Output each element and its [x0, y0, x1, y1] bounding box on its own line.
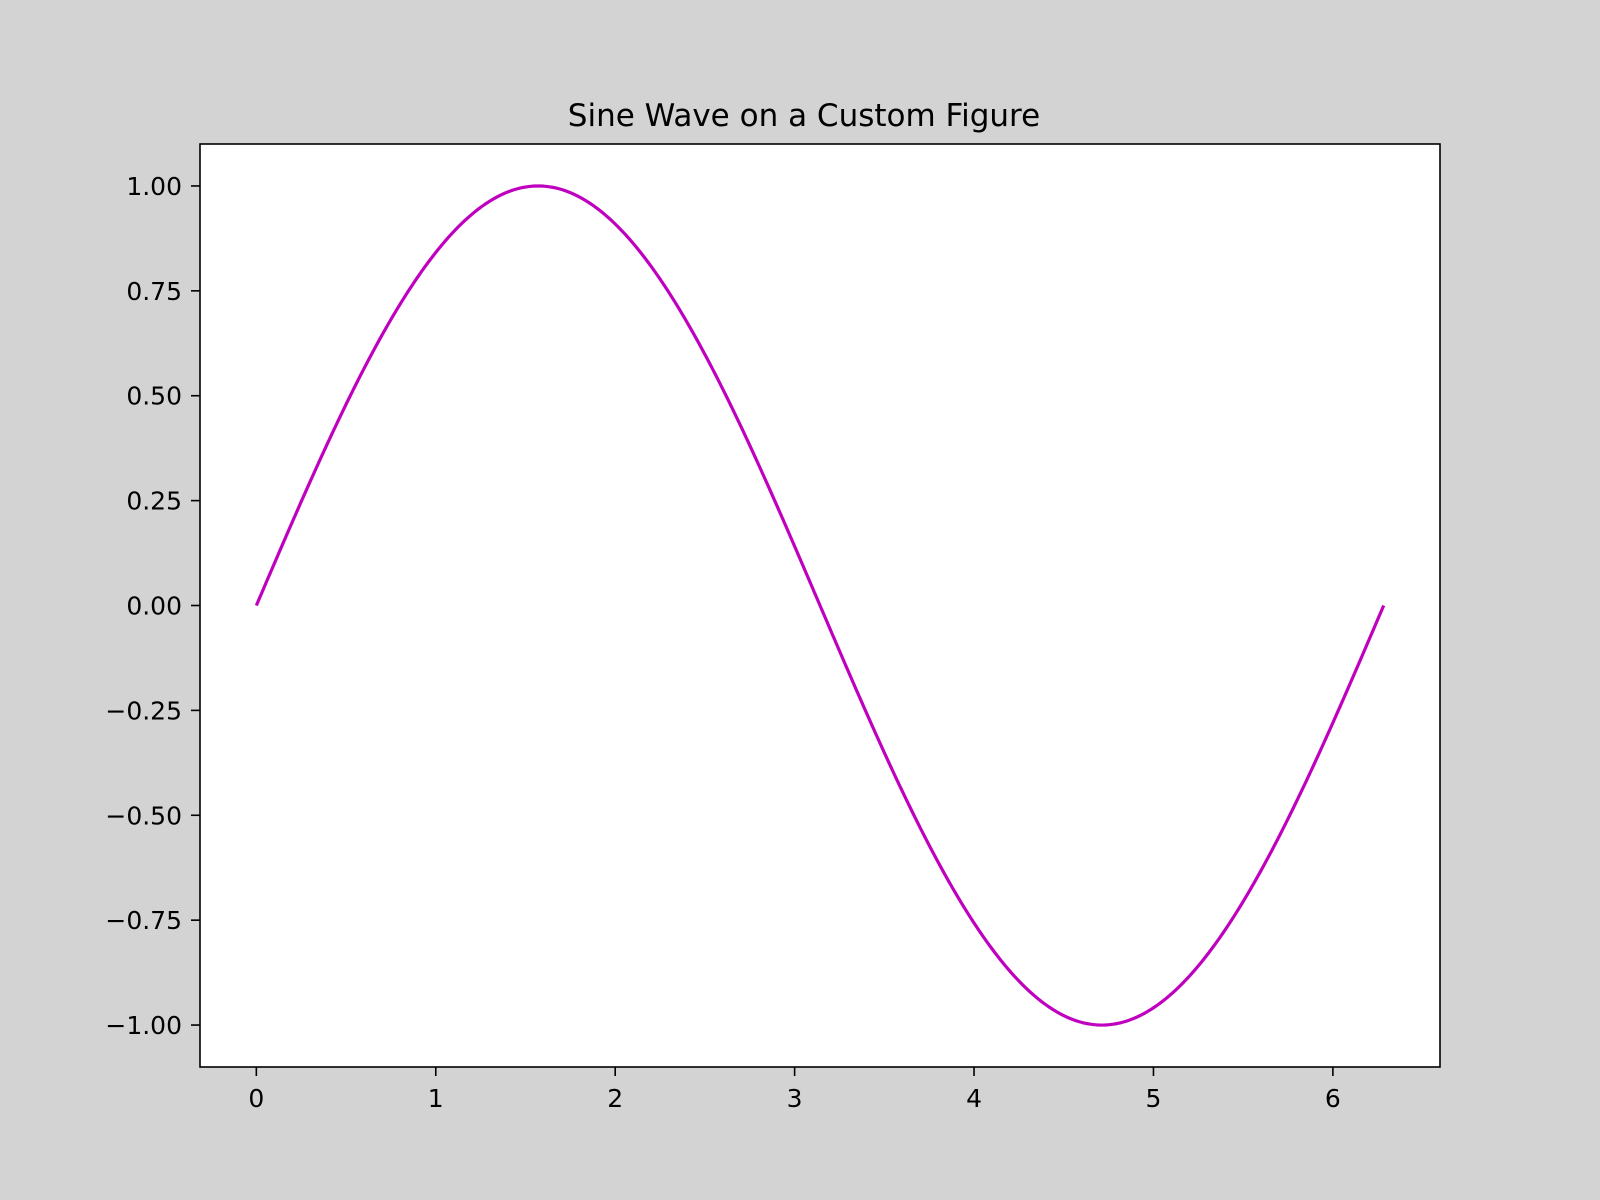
x-tick-label: 6: [1325, 1084, 1341, 1113]
y-tick-label: 1.00: [126, 172, 182, 201]
y-tick-label: −1.00: [105, 1011, 182, 1040]
sine-series-line: [254, 184, 1386, 1027]
chart-title: Sine Wave on a Custom Figure: [568, 98, 1040, 134]
y-tick-label: −0.25: [105, 696, 182, 725]
x-tick-label: 5: [1146, 1084, 1162, 1113]
x-tick-label: 4: [966, 1084, 982, 1113]
x-tick-label: 2: [607, 1084, 623, 1113]
y-tick-label: 0.75: [126, 277, 182, 306]
ticks-layer: 0 1 2 3 4 5 6 1.00 0.75 0.50 0.25 0.00 −0.25 −0.50 −0.…: [105, 172, 1340, 1113]
x-tick-label: 1: [428, 1084, 444, 1113]
plot-frame: [199, 143, 1441, 1068]
y-tick-label: −0.50: [105, 801, 182, 830]
y-tick-label: 0.50: [126, 382, 182, 411]
x-tick-label: 3: [787, 1084, 803, 1113]
y-tick-label: −0.75: [105, 906, 182, 935]
y-tick-label: 0.00: [126, 592, 182, 621]
x-tick-label: 0: [248, 1084, 264, 1113]
y-tick-label: 0.25: [126, 487, 182, 516]
